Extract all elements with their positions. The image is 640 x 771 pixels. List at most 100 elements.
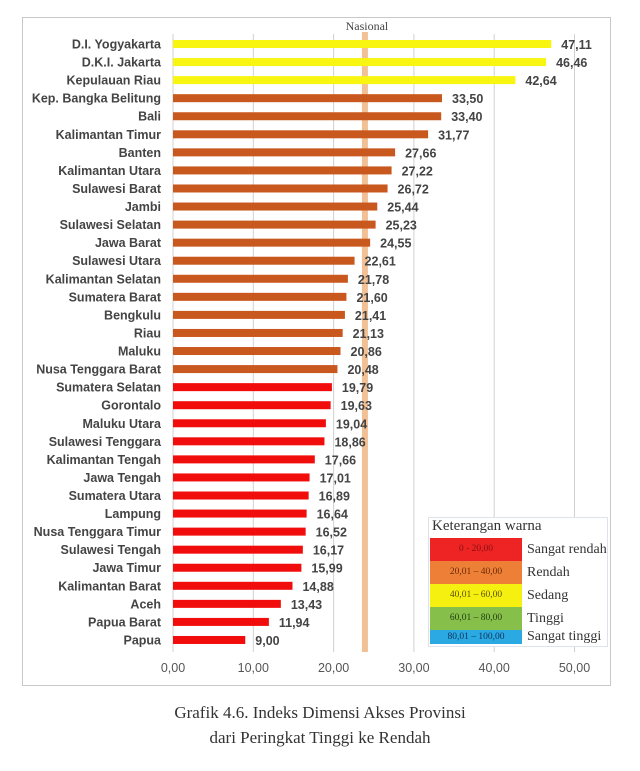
category-label: D.K.I. Jakarta [82, 56, 162, 70]
bar [173, 58, 547, 67]
x-tick-label: 50,00 [559, 661, 590, 675]
category-label: Sulawesi Utara [72, 254, 162, 268]
data-label: 21,60 [356, 291, 387, 305]
bar [173, 76, 516, 85]
data-label: 11,94 [279, 616, 310, 630]
bar [173, 563, 302, 572]
x-tick-label: 30,00 [398, 661, 429, 675]
category-label: Sumatera Selatan [56, 381, 161, 395]
category-label: Jambi [125, 200, 161, 214]
category-label: Sumatera Utara [69, 489, 162, 503]
bar [173, 112, 442, 121]
category-label: Kalimantan Tengah [47, 453, 161, 467]
bar [173, 527, 306, 536]
bar [173, 491, 309, 500]
legend-item-sedang: 40,01 – 60,00 Sedang [430, 584, 608, 607]
legend-swatch: 20,01 – 40,00 [430, 561, 522, 584]
bar [173, 310, 345, 319]
bar [173, 383, 332, 392]
data-label: 21,13 [353, 327, 384, 341]
data-label: 21,41 [355, 309, 386, 323]
data-label: 19,79 [342, 381, 373, 395]
data-label: 15,99 [311, 562, 342, 576]
bar [173, 148, 396, 157]
category-label: Papua Barat [88, 615, 162, 629]
data-label: 46,46 [556, 56, 587, 70]
data-label: 25,44 [387, 201, 418, 215]
bar [173, 40, 552, 48]
data-label: 33,50 [452, 92, 483, 106]
category-label: Kalimantan Selatan [46, 272, 161, 286]
category-label: Sulawesi Selatan [60, 218, 161, 232]
legend-item-sangat-rendah: 0 - 20,00 Sangat rendah [430, 538, 608, 561]
legend-label: Tinggi [527, 611, 564, 626]
category-label: Kep. Bangka Belitung [32, 92, 161, 106]
x-tick-label: 10,00 [238, 661, 269, 675]
bar [173, 274, 348, 283]
data-label: 16,52 [316, 526, 347, 540]
category-label: Kalimantan Utara [58, 164, 162, 178]
x-tick-label: 40,00 [479, 661, 510, 675]
bar [173, 599, 281, 608]
bar [173, 455, 315, 464]
category-label: Banten [119, 146, 161, 160]
legend-swatch: 60,01 – 80,00 [430, 607, 522, 630]
legend-item-rendah: 20,01 – 40,00 Rendah [430, 561, 608, 584]
figure-caption-line-1: Grafik 4.6. Indeks Dimensi Akses Provins… [174, 703, 466, 722]
category-label: Aceh [130, 597, 161, 611]
data-label: 31,77 [438, 128, 469, 142]
legend-swatch: 40,01 – 60,00 [430, 584, 522, 607]
legend-label: Rendah [527, 565, 570, 580]
bar [173, 617, 269, 626]
data-label: 24,55 [380, 237, 411, 251]
category-label: Nusa Tenggara Timur [34, 525, 161, 539]
data-label: 25,23 [386, 219, 417, 233]
data-label: 47,11 [561, 38, 592, 52]
legend-item-tinggi: 60,01 – 80,00 Tinggi [430, 607, 608, 630]
category-label: Jawa Barat [95, 236, 162, 250]
national-reference-line [361, 32, 368, 652]
category-label: Sumatera Barat [69, 290, 162, 304]
data-label: 19,63 [341, 399, 372, 413]
category-label: Maluku Utara [83, 417, 163, 431]
data-label: 26,72 [398, 182, 429, 196]
legend-item-sangat-tinggi: 80,01 – 100,00 Sangat tinggi [430, 630, 608, 653]
category-label: Sulawesi Tengah [61, 543, 162, 557]
x-tick-label: 0,00 [161, 661, 185, 675]
category-label: Jawa Timur [92, 561, 161, 575]
bar [173, 401, 331, 410]
bar [173, 347, 341, 356]
category-label: Kepulauan Riau [67, 74, 161, 88]
bar [173, 365, 338, 374]
bar [173, 328, 343, 337]
data-label: 27,22 [402, 164, 433, 178]
data-label: 22,61 [365, 255, 396, 269]
figure-caption-line-2: dari Peringkat Tinggi ke Rendah [209, 728, 431, 747]
bar [173, 94, 443, 103]
category-label: Kalimantan Timur [56, 128, 161, 142]
category-label: Sulawesi Tenggara [49, 435, 162, 449]
data-label: 13,43 [291, 598, 322, 612]
national-reference-label: Nasional [346, 19, 389, 33]
bar [173, 509, 307, 518]
category-label: Riau [134, 326, 161, 340]
data-label: 16,17 [313, 544, 344, 558]
data-label: 42,64 [525, 74, 556, 88]
legend-label: Sangat rendah [527, 542, 607, 557]
bar [173, 220, 376, 229]
legend-swatch: 80,01 – 100,00 [430, 630, 522, 644]
data-label: 18,86 [334, 435, 365, 449]
data-label: 21,78 [358, 273, 389, 287]
category-label: Gorontalo [101, 399, 161, 413]
category-label: Sulawesi Barat [72, 182, 162, 196]
bar [173, 437, 325, 446]
bar [173, 202, 378, 211]
category-label: Lampung [105, 507, 161, 521]
data-label: 20,48 [347, 363, 378, 377]
category-label: D.I. Yogyakarta [72, 38, 162, 52]
legend-swatch: 0 - 20,00 [430, 538, 522, 561]
category-label: Jawa Tengah [83, 471, 161, 485]
bar [173, 130, 429, 139]
bar [173, 635, 246, 644]
